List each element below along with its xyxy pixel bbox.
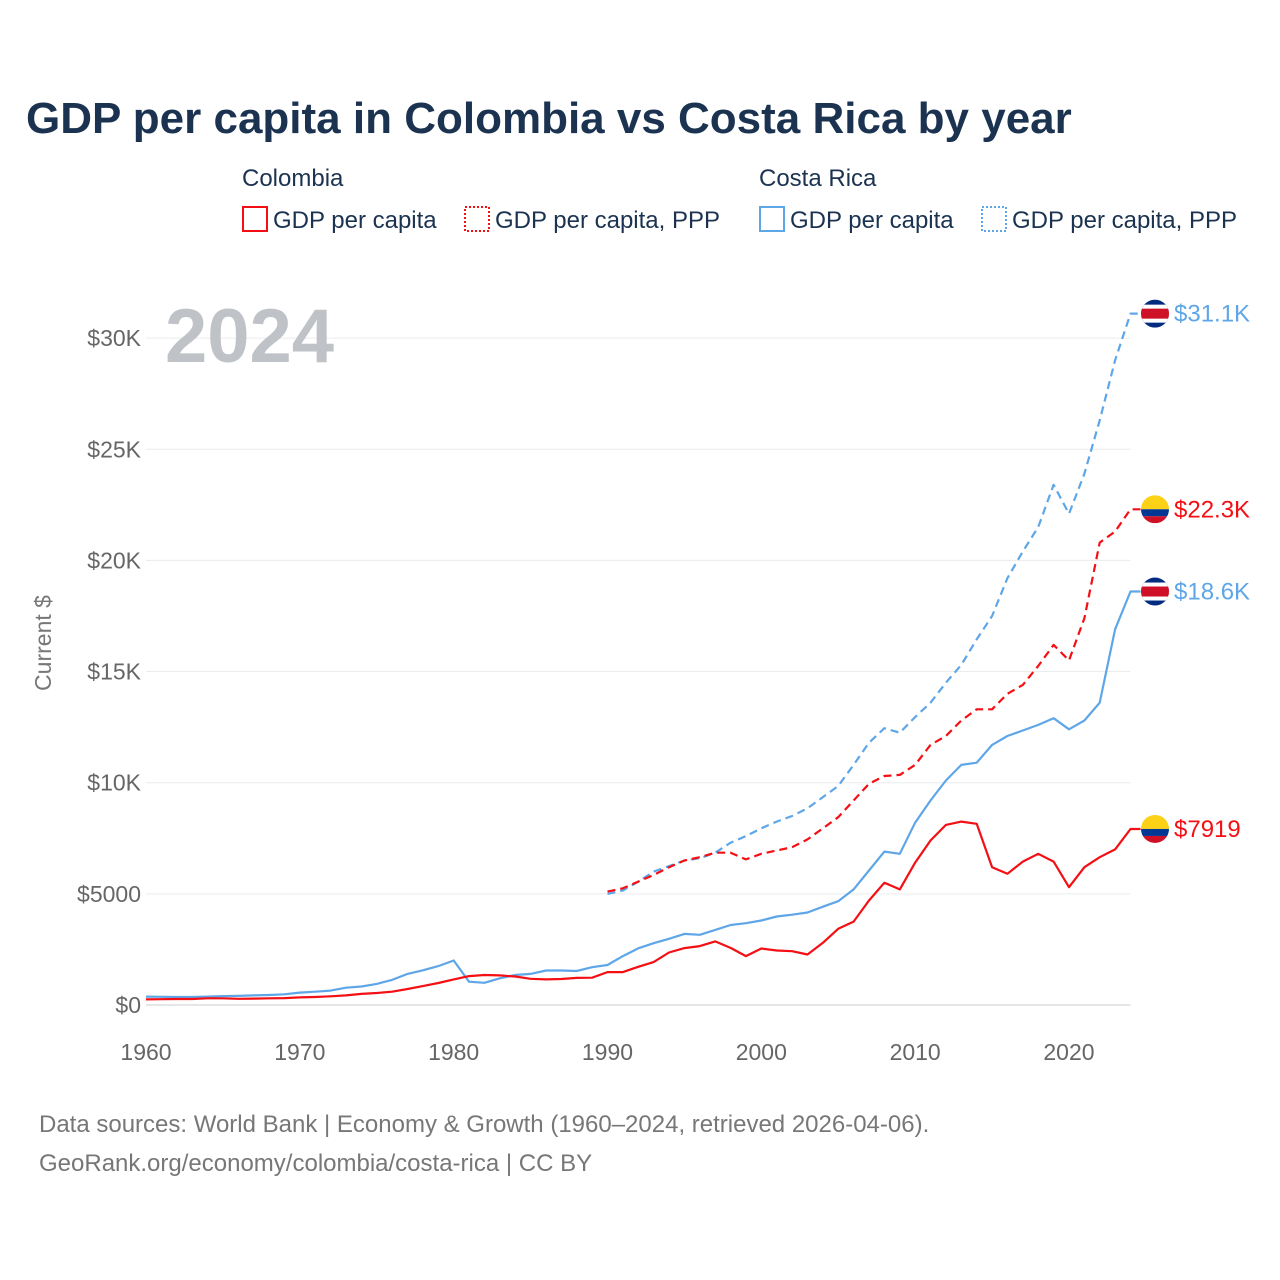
x-tick-label: 1980	[428, 1039, 479, 1065]
costa-rica-flag-icon	[1141, 299, 1169, 328]
end-value-label: $22.3K	[1174, 496, 1250, 523]
y-tick-label: $20K	[87, 547, 141, 573]
x-tick-label: 2020	[1043, 1039, 1094, 1065]
legend-entry-costa-rica-gdp[interactable]: GDP per capita	[790, 207, 954, 234]
grid	[146, 337, 1131, 1006]
y-tick-label: $10K	[87, 770, 141, 796]
legend-entry-costa-rica-ppp[interactable]: GDP per capita, PPP	[1012, 207, 1237, 234]
series-line-colombia-gdp[interactable]	[145, 820, 1141, 1001]
end-value-label: $7919	[1174, 816, 1241, 843]
y-tick-label: $15K	[87, 659, 141, 685]
y-tick-label: $0	[115, 992, 141, 1018]
y-axis-label: Current $	[30, 595, 56, 691]
y-tick-label: $5000	[77, 881, 141, 907]
legend-swatch-costa-rica-ppp	[981, 206, 1007, 232]
end-value-label: $18.6K	[1174, 579, 1250, 606]
series-line-costa-rica-ppp[interactable]	[607, 312, 1141, 895]
source-line-1: Data sources: World Bank | Economy & Gro…	[39, 1111, 929, 1138]
y-tick-label: $30K	[87, 325, 141, 351]
end-labels: $31.1K $22.3K $18.6K $7919	[1141, 299, 1250, 843]
legend-group-costa-rica: Costa Rica	[759, 165, 877, 192]
legend-swatch-colombia-ppp	[464, 206, 490, 232]
series-line-colombia-ppp[interactable]	[607, 508, 1141, 893]
legend: Colombia GDP per capita GDP per capita, …	[242, 165, 1237, 234]
series-line-costa-rica-gdp[interactable]	[145, 590, 1141, 999]
y-axis-ticks: $0 $5000 $10K $15K $20K $25K $30K	[77, 325, 142, 1018]
colombia-flag-icon	[1141, 495, 1169, 524]
chart-title: GDP per capita in Colombia vs Costa Rica…	[26, 94, 1072, 143]
legend-swatch-costa-rica-gdp	[759, 206, 785, 232]
costa-rica-flag-icon	[1141, 577, 1169, 606]
x-tick-label: 2010	[890, 1039, 941, 1065]
series-lines	[145, 312, 1141, 1001]
x-tick-label: 1970	[274, 1039, 325, 1065]
year-watermark: 2024	[165, 294, 334, 379]
source-line-2[interactable]: GeoRank.org/economy/colombia/costa-rica …	[39, 1150, 592, 1177]
end-value-label: $31.1K	[1174, 301, 1250, 328]
legend-entry-colombia-gdp[interactable]: GDP per capita	[273, 207, 437, 234]
x-tick-label: 1960	[120, 1039, 171, 1065]
x-axis-ticks: 1960 1970 1980 1990 2000 2010 2020	[120, 1039, 1094, 1065]
legend-entry-colombia-ppp[interactable]: GDP per capita, PPP	[495, 207, 720, 234]
colombia-flag-icon	[1141, 814, 1169, 843]
legend-group-colombia: Colombia	[242, 165, 344, 192]
x-tick-label: 1990	[582, 1039, 633, 1065]
legend-swatch-colombia-gdp	[242, 206, 268, 232]
y-tick-label: $25K	[87, 436, 141, 462]
x-tick-label: 2000	[736, 1039, 787, 1065]
